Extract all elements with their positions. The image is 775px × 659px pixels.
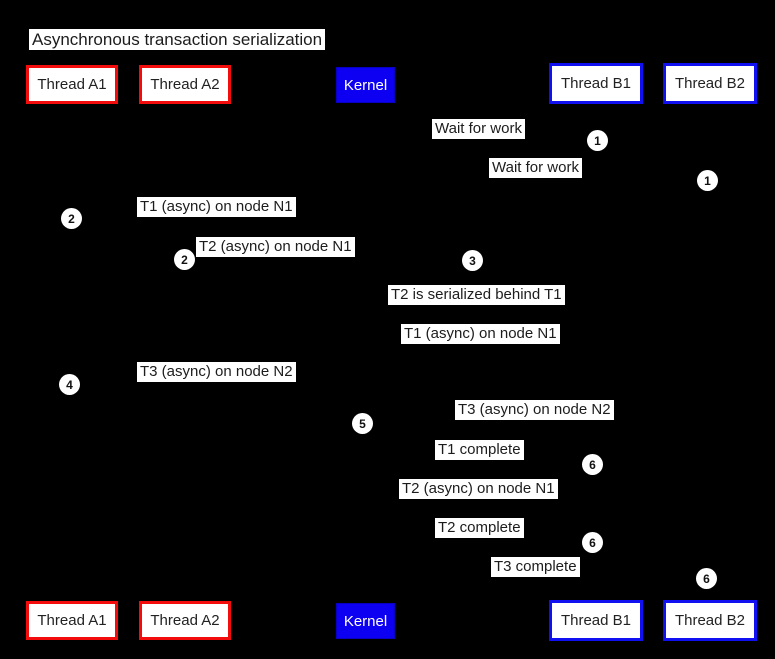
- participant-bottom-thread-a1: Thread A1: [26, 601, 118, 640]
- message-label: Wait for work: [432, 119, 525, 139]
- participant-top-thread-b2: Thread B2: [663, 63, 757, 104]
- message-label: T2 is serialized behind T1: [388, 285, 565, 305]
- message-label: T2 (async) on node N1: [399, 479, 558, 499]
- step-marker: 4: [59, 374, 80, 395]
- message-label: T1 (async) on node N1: [401, 324, 560, 344]
- message-label: T1 complete: [435, 440, 524, 460]
- message-label: T3 (async) on node N2: [137, 362, 296, 382]
- step-marker: 2: [174, 249, 195, 270]
- message-label: T3 complete: [491, 557, 580, 577]
- step-marker: 5: [352, 413, 373, 434]
- step-marker: 1: [697, 170, 718, 191]
- participant-top-thread-b1: Thread B1: [549, 63, 643, 104]
- message-label: T1 (async) on node N1: [137, 197, 296, 217]
- message-label: T2 (async) on node N1: [196, 237, 355, 257]
- participant-bottom-kernel: Kernel: [336, 603, 395, 639]
- participant-top-kernel: Kernel: [336, 67, 395, 103]
- participant-top-thread-a2: Thread A2: [139, 65, 231, 104]
- participant-bottom-thread-a2: Thread A2: [139, 601, 231, 640]
- diagram-title: Asynchronous transaction serialization: [29, 29, 326, 50]
- step-marker: 1: [587, 130, 608, 151]
- step-marker: 3: [462, 250, 483, 271]
- step-marker: 6: [696, 568, 717, 589]
- message-label: Wait for work: [489, 158, 582, 178]
- step-marker: 6: [582, 454, 603, 475]
- message-label: T3 (async) on node N2: [455, 400, 614, 420]
- participant-top-thread-a1: Thread A1: [26, 65, 118, 104]
- participant-bottom-thread-b1: Thread B1: [549, 600, 643, 641]
- step-marker: 2: [61, 208, 82, 229]
- participant-bottom-thread-b2: Thread B2: [663, 600, 757, 641]
- message-label: T2 complete: [435, 518, 524, 538]
- step-marker: 6: [582, 532, 603, 553]
